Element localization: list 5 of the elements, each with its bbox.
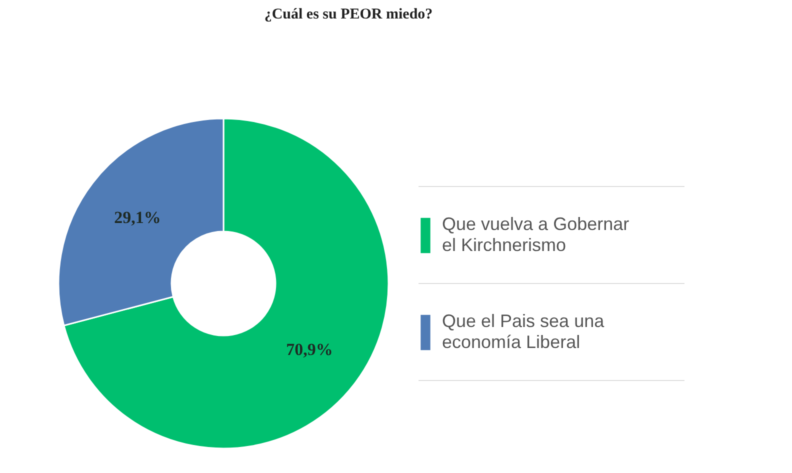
legend-label: Que el Pais sea una economía Liberal <box>442 310 604 354</box>
legend-label: Que vuelva a Gobernar el Kirchnerismo <box>442 212 630 256</box>
data-label: 70,9% <box>286 340 333 360</box>
data-label: 29,1% <box>114 208 161 227</box>
chart-title: ¿Cuál es su PEOR miedo? <box>264 6 433 22</box>
